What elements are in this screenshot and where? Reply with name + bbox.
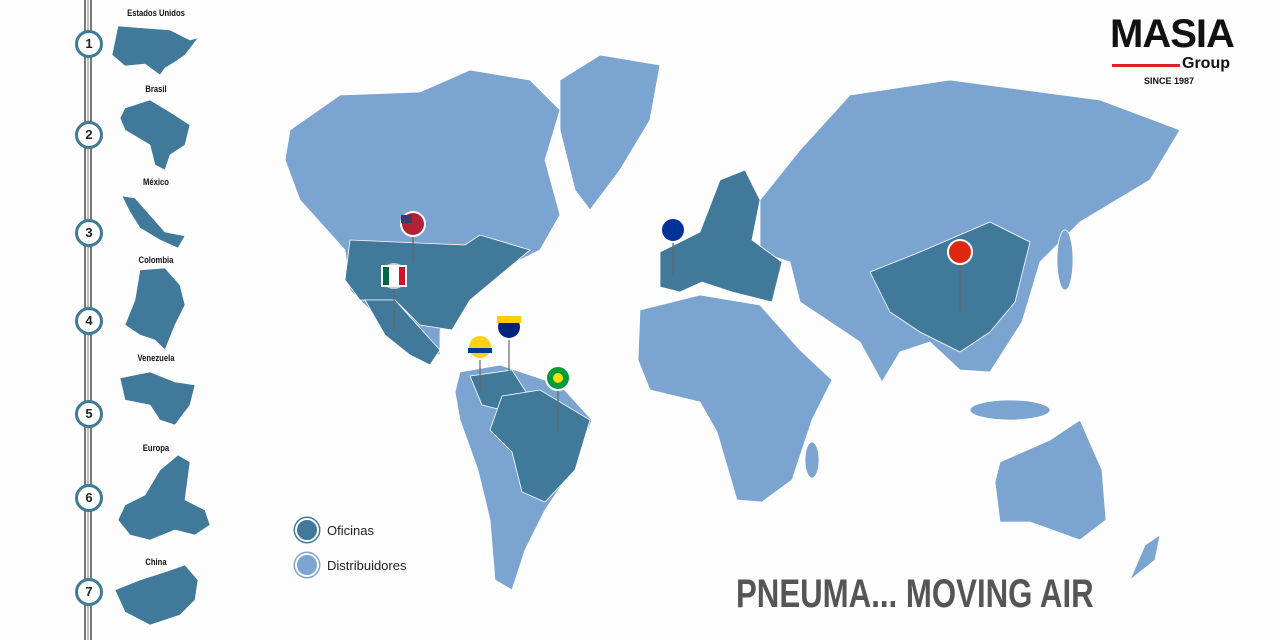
offices-swatch-icon — [295, 518, 319, 542]
label-china: China — [145, 557, 167, 567]
china-flag-icon — [947, 239, 973, 265]
africa — [637, 294, 833, 503]
step-6-badge: 6 — [75, 484, 103, 512]
logo-group: Group — [1182, 55, 1230, 72]
mini-brazil — [119, 99, 191, 171]
mini-mexico — [121, 195, 186, 249]
distributors-swatch-icon — [295, 553, 319, 577]
label-venezuela: Venezuela — [137, 353, 175, 363]
step-2-badge: 2 — [75, 121, 103, 149]
step-1-badge: 1 — [75, 30, 103, 58]
japan — [1056, 229, 1074, 291]
mini-europe — [117, 454, 211, 541]
label-europa: Europa — [142, 443, 170, 453]
logo-name: MASIA — [1110, 12, 1235, 56]
label-brasil: Brasil — [145, 84, 167, 94]
mini-usa — [111, 25, 199, 76]
logo-red-line — [1112, 64, 1180, 67]
eu-flag-icon — [660, 217, 686, 243]
china — [869, 221, 1031, 353]
masia-logo: MASIA Group SINCE 1987 — [1110, 14, 1250, 94]
mexico — [364, 299, 441, 366]
legend-offices: Oficinas — [295, 518, 374, 542]
greenland — [559, 54, 661, 211]
brazil — [489, 389, 591, 503]
australia — [994, 419, 1107, 541]
label-colombia: Colombia — [138, 255, 174, 265]
madagascar — [804, 441, 820, 479]
new-zealand — [1129, 534, 1161, 581]
label-mexico: México — [143, 177, 169, 187]
indonesia — [969, 399, 1051, 421]
colombia-flag-icon — [467, 334, 493, 360]
step-3-badge: 3 — [75, 219, 103, 247]
label-estados-unidos: Estados Unidos — [127, 8, 185, 18]
mini-venezuela — [119, 371, 196, 426]
mini-china — [114, 564, 199, 626]
step-5-badge: 5 — [75, 400, 103, 428]
step-7-badge: 7 — [75, 578, 103, 606]
europe — [659, 169, 783, 303]
usa — [344, 234, 531, 331]
step-4-badge: 4 — [75, 307, 103, 335]
legend-distributors: Distribuidores — [295, 553, 406, 577]
pins — [393, 236, 961, 432]
legend-offices-label: Oficinas — [327, 522, 374, 538]
mini-colombia — [124, 267, 186, 351]
tagline: PNEUMA... MOVING AIR — [736, 572, 1094, 616]
logo-since: SINCE 1987 — [1144, 76, 1195, 86]
legend-distributors-label: Distribuidores — [327, 557, 407, 573]
